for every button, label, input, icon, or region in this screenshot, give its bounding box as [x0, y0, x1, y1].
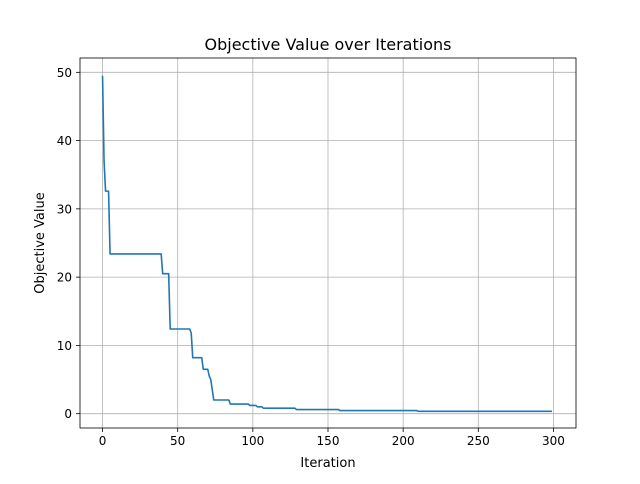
- x-tick-label: 50: [170, 434, 185, 448]
- x-axis-label: Iteration: [300, 456, 355, 471]
- x-tick-label: 150: [317, 434, 340, 448]
- chart-title: Objective Value over Iterations: [205, 35, 452, 54]
- y-tick-label: 10: [57, 339, 72, 353]
- x-tick-label: 300: [542, 434, 565, 448]
- x-tick-label: 250: [467, 434, 490, 448]
- axis-ticks: 0 50 100 150 200 250 300 0 10 20 30 40 50: [57, 66, 565, 448]
- series-line: [101, 75, 552, 413]
- x-tick-label: 100: [241, 434, 264, 448]
- grid-lines: [80, 58, 576, 428]
- x-tick-label: 0: [99, 434, 107, 448]
- series-layer: [101, 75, 552, 413]
- x-tick-label: 200: [392, 434, 415, 448]
- y-tick-label: 20: [57, 271, 72, 285]
- y-axis-label: Objective Value: [33, 192, 48, 293]
- y-tick-label: 40: [57, 134, 72, 148]
- y-tick-label: 50: [57, 66, 72, 80]
- y-tick-label: 0: [64, 407, 72, 421]
- y-tick-label: 30: [57, 202, 72, 216]
